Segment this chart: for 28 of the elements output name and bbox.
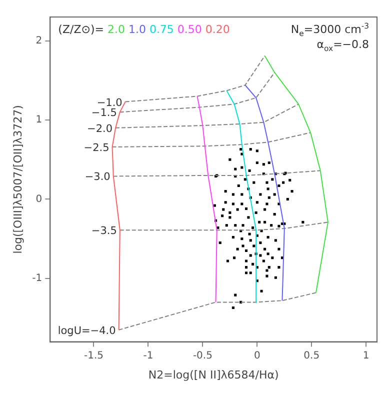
text: 0.50 <box>177 23 202 36</box>
y-tick-label: 1 <box>36 114 42 126</box>
annotation: −2.0 <box>87 122 113 135</box>
line-series <box>118 292 316 330</box>
annotation: −3.5 <box>91 225 117 238</box>
annotation: −2.5 <box>84 142 110 154</box>
y-tick-label: 2 <box>36 35 42 46</box>
y-tick-label: -1 <box>32 273 42 284</box>
legend-title: (Z/Z⊙)= <box>58 23 104 36</box>
y-tick-label: 0 <box>36 194 42 205</box>
x-axis-title: N2=log([N II]λ6584/Hα) <box>148 368 279 382</box>
text: 2.0 <box>107 23 125 36</box>
x-tick-label: 0 <box>254 350 260 362</box>
x-tick-label: -1 <box>143 350 154 362</box>
text: 0.75 <box>149 23 174 36</box>
x-tick-label: 0.5 <box>304 350 320 362</box>
x-tick-label: -1.5 <box>84 350 104 362</box>
annotation: −3.0 <box>84 171 110 184</box>
annotation: −1.0 <box>96 96 122 109</box>
line-series <box>124 55 266 102</box>
y-axis-title: log([OIII]λ5007/[OII]λ3727) <box>11 105 24 254</box>
x-tick-label: 1 <box>362 350 370 362</box>
annotation: −1.5 <box>91 107 117 120</box>
annotation: logU=−4.0 <box>58 324 116 337</box>
line-series <box>112 132 312 148</box>
text: 1.0 <box>128 23 146 36</box>
text: 0.20 <box>205 23 230 36</box>
x-tick-label: -0.5 <box>192 350 212 362</box>
